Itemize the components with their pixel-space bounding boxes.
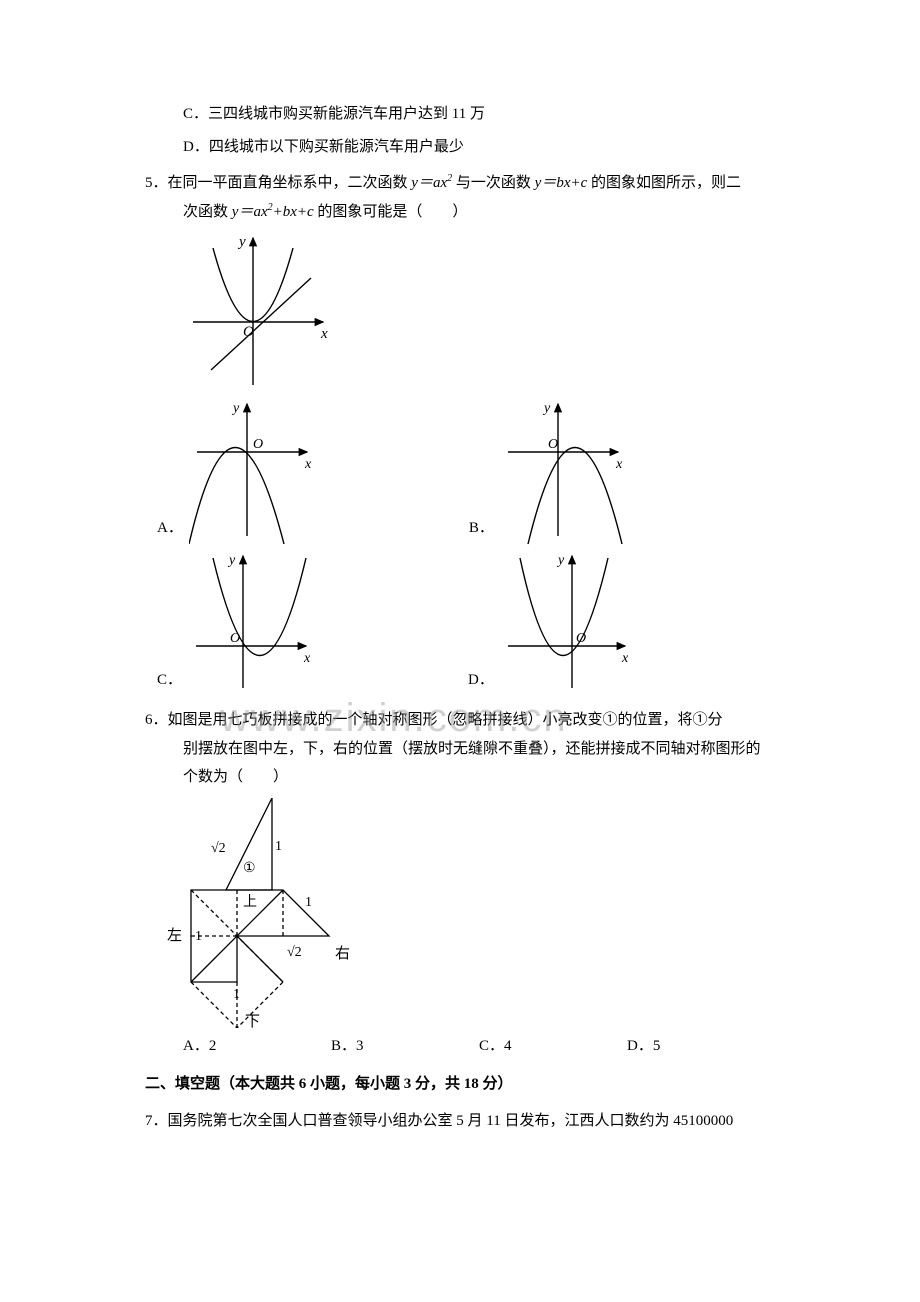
q5-eq3-tail: +bx+c [273, 204, 314, 220]
svg-text:下: 下 [245, 1014, 260, 1028]
q4-option-d: D．四线城市以下购买新能源汽车用户最少 [145, 133, 775, 162]
q5-number: 5． [145, 175, 168, 191]
q5-fig-a: O x y [189, 396, 319, 546]
q6-options: A．2 B．3 C．4 D．5 [145, 1032, 775, 1061]
page-content: C．三四线城市购买新能源汽车用户达到 11 万 D．四线城市以下购买新能源汽车用… [0, 0, 920, 1195]
q5-fig-b: O x y [500, 396, 630, 546]
svg-text:x: x [304, 457, 312, 472]
q6-opt-d: D．5 [627, 1032, 775, 1061]
q5-label-a: A． [157, 514, 183, 543]
q5-eq2-rest: ＝bx+c [541, 175, 587, 191]
svg-text:x: x [320, 326, 328, 342]
q7-number: 7． [145, 1113, 168, 1129]
svg-text:O: O [253, 437, 263, 452]
q5-text-1b: 与一次函数 [452, 175, 535, 191]
q7-line1: 国务院第七次全国人口普查领导小组办公室 5 月 11 日发布，江西人口数约为 4… [168, 1113, 734, 1129]
q5-eq3-rest: ＝ax [238, 204, 267, 220]
svg-text:1: 1 [195, 929, 202, 944]
q5-stem-figure: O x y [145, 230, 775, 390]
svg-text:O: O [548, 437, 558, 452]
svg-text:y: y [227, 553, 236, 568]
q5-fig-c: O x y [188, 548, 318, 698]
svg-text:√2: √2 [211, 841, 226, 856]
svg-text:1: 1 [275, 839, 282, 854]
q6-svg: √2 1 ① 上 1 左 1 √2 右 1 下 [157, 798, 387, 1028]
q5-text-2b: 的图象可能是（ ） [314, 204, 468, 220]
svg-text:左: 左 [167, 927, 182, 944]
q6-line2: 别摆放在图中左，下，右的位置（摆放时无缝隙不重叠），还能拼接成不同轴对称图形的 [145, 735, 775, 764]
q5-fig-d: O x y [500, 548, 630, 698]
q5-text-2a: 次函数 [183, 204, 232, 220]
svg-text:y: y [542, 401, 551, 416]
svg-text:y: y [237, 234, 246, 250]
svg-text:x: x [303, 651, 311, 666]
q6-figure: √2 1 ① 上 1 左 1 √2 右 1 下 [145, 798, 775, 1028]
svg-text:x: x [621, 651, 629, 666]
question-6: 6．如图是用七巧板拼接成的一个轴对称图形（忽略拼接线）小亮改变①的位置，将①分 … [145, 706, 775, 1060]
q4-option-c: C．三四线城市购买新能源汽车用户达到 11 万 [145, 100, 775, 129]
svg-text:O: O [230, 631, 240, 646]
svg-text:1: 1 [233, 987, 240, 1002]
svg-text:y: y [231, 401, 240, 416]
svg-text:O: O [243, 324, 254, 340]
q5-row-cd: C． O x y D． O x y [145, 548, 775, 698]
q6-opt-c: C．4 [479, 1032, 627, 1061]
svg-text:①: ① [243, 861, 256, 876]
q6-line1: 如图是用七巧板拼接成的一个轴对称图形（忽略拼接线）小亮改变①的位置，将①分 [168, 712, 723, 728]
svg-text:上: 上 [243, 894, 257, 910]
q5-text-1a: 在同一平面直角坐标系中，二次函数 [168, 175, 412, 191]
q6-opt-b: B．3 [331, 1032, 479, 1061]
svg-text:x: x [615, 457, 623, 472]
svg-text:右: 右 [335, 945, 350, 962]
q5-label-b: B． [469, 514, 494, 543]
svg-text:O: O [576, 631, 586, 646]
q5-row-ab: A． O x y B． O x y [145, 396, 775, 546]
svg-text:√2: √2 [287, 945, 302, 960]
svg-text:y: y [556, 553, 565, 568]
q5-eq1-rest: ＝ax [418, 175, 447, 191]
question-5: 5．在同一平面直角坐标系中，二次函数 y＝ax2 与一次函数 y＝bx+c 的图… [145, 169, 775, 698]
q5-text-1c: 的图象如图所示，则二 [587, 175, 741, 191]
q5-eq1-y: y [411, 175, 418, 191]
q6-number: 6． [145, 712, 168, 728]
question-7: 7．国务院第七次全国人口普查领导小组办公室 5 月 11 日发布，江西人口数约为… [145, 1107, 775, 1136]
q6-line3: 个数为（ ） [145, 763, 775, 792]
q5-stem-svg: O x y [183, 230, 333, 390]
svg-text:1: 1 [305, 895, 312, 910]
q5-label-d: D． [468, 666, 494, 695]
q6-opt-a: A．2 [183, 1032, 331, 1061]
q5-label-c: C． [157, 666, 182, 695]
section-2-heading: 二、填空题（本大题共 6 小题，每小题 3 分，共 18 分） [145, 1070, 775, 1099]
